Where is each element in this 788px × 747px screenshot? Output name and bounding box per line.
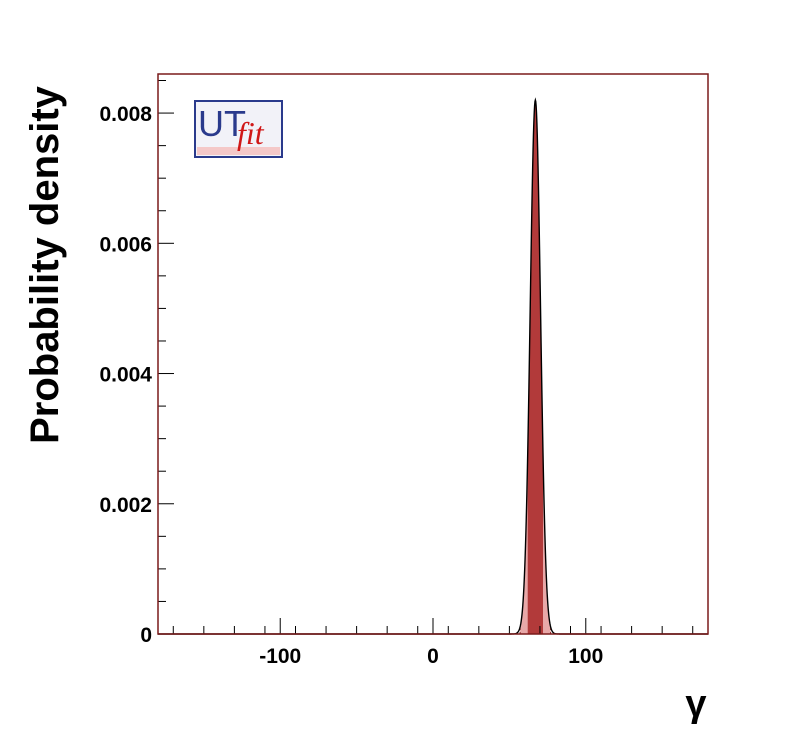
x-tick-labels: -100 0 100	[259, 645, 603, 668]
y-tick-label: 0	[140, 624, 152, 647]
x-axis-ticks	[172, 618, 694, 634]
x-tick-label: -100	[259, 645, 301, 668]
y-tick-label: 0.004	[99, 364, 152, 387]
logo-text-fit: fit	[237, 115, 265, 151]
plot-frame	[157, 73, 709, 635]
y-axis-ticks	[158, 80, 174, 635]
y-tick-label: 0.008	[99, 103, 152, 126]
x-tick-label: 100	[568, 645, 603, 668]
x-tick-label: 0	[427, 645, 439, 668]
y-axis-title: Probability density	[23, 85, 67, 444]
logo-text-ut: UT	[198, 103, 246, 144]
logo-accent	[197, 147, 280, 155]
utfit-logo: UT fit	[194, 100, 283, 158]
y-tick-labels: 0 0.002 0.004 0.006 0.008	[99, 103, 152, 647]
y-tick-label: 0.006	[99, 233, 152, 256]
x-axis-title: γ	[685, 683, 706, 725]
y-tick-label: 0.002	[99, 494, 152, 517]
